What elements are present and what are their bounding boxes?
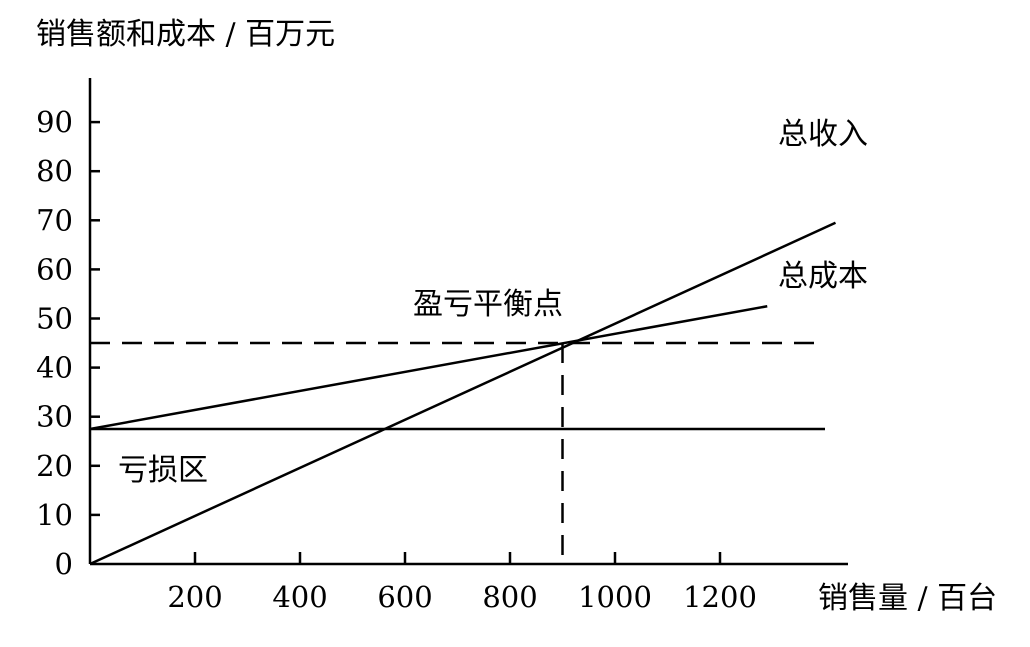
- x-tick-label: 200: [167, 580, 222, 614]
- y-tick-label: 10: [36, 498, 73, 532]
- y-tick-label: 20: [36, 449, 73, 483]
- total-cost-label: 总成本: [778, 259, 868, 294]
- x-tick-label: 400: [272, 580, 327, 614]
- y-tick-label: 40: [36, 351, 73, 385]
- y-tick-label: 50: [36, 302, 73, 336]
- x-tick-label: 1200: [683, 580, 757, 614]
- y-ticks: 0 10 20 30 40 50 60 70 80 90: [36, 105, 100, 581]
- y-tick-label: 70: [36, 203, 73, 237]
- loss-zone-label: 亏损区: [118, 453, 208, 488]
- break-even-label: 盈亏平衡点: [413, 287, 563, 322]
- total-revenue-line: [89, 221, 837, 566]
- x-ticks: 200 400 600 800 1000 1200: [167, 552, 757, 614]
- y-tick-label: 30: [36, 400, 73, 434]
- y-tick-label: 80: [36, 154, 73, 188]
- total-cost-line: [89, 304, 768, 431]
- y-tick-label: 0: [55, 547, 73, 581]
- x-tick-label: 600: [377, 580, 432, 614]
- x-tick-label: 1000: [578, 580, 652, 614]
- y-axis-label: 销售额和成本 / 百万元: [36, 17, 335, 52]
- x-axis-label: 销售量 / 百台: [818, 581, 997, 616]
- total-revenue-label: 总收入: [778, 117, 868, 152]
- x-tick-label: 800: [482, 580, 537, 614]
- y-tick-label: 60: [36, 252, 73, 286]
- y-tick-label: 90: [36, 105, 73, 139]
